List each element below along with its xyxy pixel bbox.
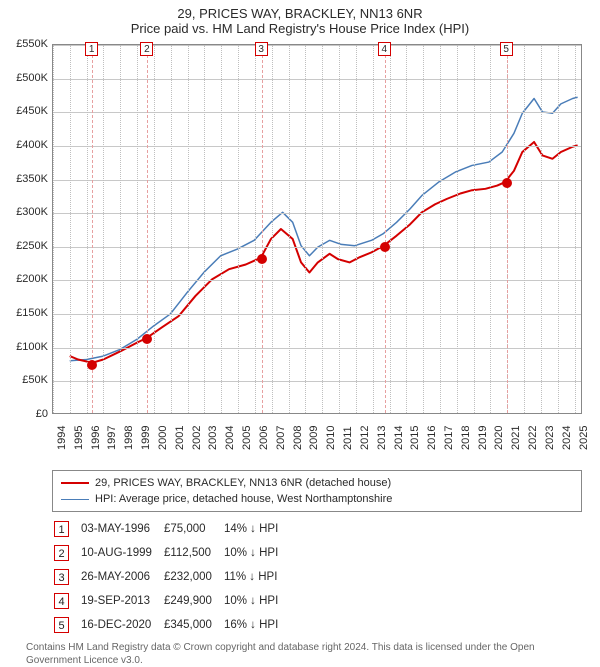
chart-lines bbox=[53, 45, 581, 413]
x-tick-label: 2004 bbox=[224, 426, 236, 450]
sale-date: 16-DEC-2020 bbox=[81, 614, 162, 636]
sale-marker-number: 1 bbox=[85, 42, 98, 56]
sale-marker-dot bbox=[257, 254, 267, 264]
sale-marker-dot bbox=[380, 242, 390, 252]
x-tick-label: 2012 bbox=[359, 426, 371, 450]
sale-delta: 14% ↓ HPI bbox=[224, 518, 288, 540]
x-tick-label: 2011 bbox=[342, 426, 354, 450]
legend-swatch bbox=[61, 499, 89, 500]
sale-price: £232,000 bbox=[164, 566, 222, 588]
title-address: 29, PRICES WAY, BRACKLEY, NN13 6NR bbox=[0, 6, 600, 21]
y-tick-label: £200K bbox=[16, 273, 48, 285]
table-row: 5 16-DEC-2020£345,00016% ↓ HPI bbox=[54, 614, 288, 636]
y-tick-label: £300K bbox=[16, 206, 48, 218]
title-subtitle: Price paid vs. HM Land Registry's House … bbox=[0, 21, 600, 36]
x-tick-label: 1997 bbox=[106, 426, 118, 450]
y-tick-label: £100K bbox=[16, 341, 48, 353]
x-tick-label: 2010 bbox=[325, 426, 337, 450]
y-tick-label: £400K bbox=[16, 139, 48, 151]
sale-marker-number: 3 bbox=[255, 42, 268, 56]
y-tick-label: £550K bbox=[16, 38, 48, 50]
table-row: 3 26-MAY-2006£232,00011% ↓ HPI bbox=[54, 566, 288, 588]
x-tick-label: 2001 bbox=[174, 426, 186, 450]
x-tick-label: 1996 bbox=[90, 426, 102, 450]
sale-marker-number: 2 bbox=[140, 42, 153, 56]
x-tick-label: 2019 bbox=[477, 426, 489, 450]
x-tick-label: 2013 bbox=[376, 426, 388, 450]
y-tick-label: £150K bbox=[16, 307, 48, 319]
legend-label: HPI: Average price, detached house, West… bbox=[95, 493, 392, 505]
sale-date: 19-SEP-2013 bbox=[81, 590, 162, 612]
sale-price: £249,900 bbox=[164, 590, 222, 612]
x-tick-label: 2015 bbox=[409, 426, 421, 450]
x-tick-label: 2018 bbox=[460, 426, 472, 450]
plot-area: 1 2 3 4 5 bbox=[52, 44, 582, 414]
x-tick-label: 2023 bbox=[544, 426, 556, 450]
sale-price: £112,500 bbox=[164, 542, 222, 564]
footer-attribution: Contains HM Land Registry data © Crown c… bbox=[26, 642, 582, 667]
x-tick-label: 2003 bbox=[207, 426, 219, 450]
sale-marker-dot bbox=[502, 178, 512, 188]
x-tick-label: 2024 bbox=[561, 426, 573, 450]
x-tick-label: 2020 bbox=[493, 426, 505, 450]
chart: 1 2 3 4 5 £0 £50K £100K £150K £200K £250K £300K £35… bbox=[0, 38, 600, 468]
sale-date: 10-AUG-1999 bbox=[81, 542, 162, 564]
sale-number-box: 2 bbox=[54, 545, 69, 561]
y-tick-label: £50K bbox=[22, 374, 48, 386]
x-tick-label: 2022 bbox=[527, 426, 539, 450]
sale-delta: 10% ↓ HPI bbox=[224, 590, 288, 612]
x-tick-label: 2008 bbox=[292, 426, 304, 450]
sale-number-box: 5 bbox=[54, 617, 69, 633]
y-tick-label: £350K bbox=[16, 173, 48, 185]
x-tick-label: 2016 bbox=[426, 426, 438, 450]
y-tick-label: £0 bbox=[36, 408, 48, 420]
legend: 29, PRICES WAY, BRACKLEY, NN13 6NR (deta… bbox=[52, 470, 582, 512]
x-tick-label: 1999 bbox=[140, 426, 152, 450]
y-tick-label: £250K bbox=[16, 240, 48, 252]
table-row: 2 10-AUG-1999£112,50010% ↓ HPI bbox=[54, 542, 288, 564]
x-tick-label: 2021 bbox=[510, 426, 522, 450]
sale-marker-dot bbox=[87, 360, 97, 370]
sale-price: £345,000 bbox=[164, 614, 222, 636]
x-tick-label: 1994 bbox=[56, 426, 68, 450]
table-row: 4 19-SEP-2013£249,90010% ↓ HPI bbox=[54, 590, 288, 612]
x-tick-label: 2014 bbox=[393, 426, 405, 450]
legend-row: HPI: Average price, detached house, West… bbox=[61, 491, 573, 507]
sale-delta: 10% ↓ HPI bbox=[224, 542, 288, 564]
x-tick-label: 1998 bbox=[123, 426, 135, 450]
legend-row: 29, PRICES WAY, BRACKLEY, NN13 6NR (deta… bbox=[61, 475, 573, 491]
legend-swatch bbox=[61, 482, 89, 484]
x-tick-label: 2017 bbox=[443, 426, 455, 450]
sale-number-box: 4 bbox=[54, 593, 69, 609]
x-tick-label: 1995 bbox=[73, 426, 85, 450]
x-tick-label: 2005 bbox=[241, 426, 253, 450]
sale-marker-number: 4 bbox=[378, 42, 391, 56]
sale-delta: 16% ↓ HPI bbox=[224, 614, 288, 636]
sale-date: 26-MAY-2006 bbox=[81, 566, 162, 588]
sale-date: 03-MAY-1996 bbox=[81, 518, 162, 540]
x-tick-label: 2006 bbox=[258, 426, 270, 450]
x-tick-label: 2009 bbox=[308, 426, 320, 450]
sale-marker-number: 5 bbox=[500, 42, 513, 56]
x-tick-label: 2002 bbox=[191, 426, 203, 450]
sales-table: 1 03-MAY-1996£75,00014% ↓ HPI 2 10-AUG-1999… bbox=[52, 516, 290, 638]
y-tick-label: £450K bbox=[16, 105, 48, 117]
legend-label: 29, PRICES WAY, BRACKLEY, NN13 6NR (deta… bbox=[95, 477, 391, 489]
sale-number-box: 1 bbox=[54, 521, 69, 537]
y-tick-label: £500K bbox=[16, 72, 48, 84]
sale-delta: 11% ↓ HPI bbox=[224, 566, 288, 588]
sale-price: £75,000 bbox=[164, 518, 222, 540]
x-tick-label: 2025 bbox=[578, 426, 590, 450]
x-tick-label: 2000 bbox=[157, 426, 169, 450]
sale-number-box: 3 bbox=[54, 569, 69, 585]
x-tick-label: 2007 bbox=[275, 426, 287, 450]
table-row: 1 03-MAY-1996£75,00014% ↓ HPI bbox=[54, 518, 288, 540]
